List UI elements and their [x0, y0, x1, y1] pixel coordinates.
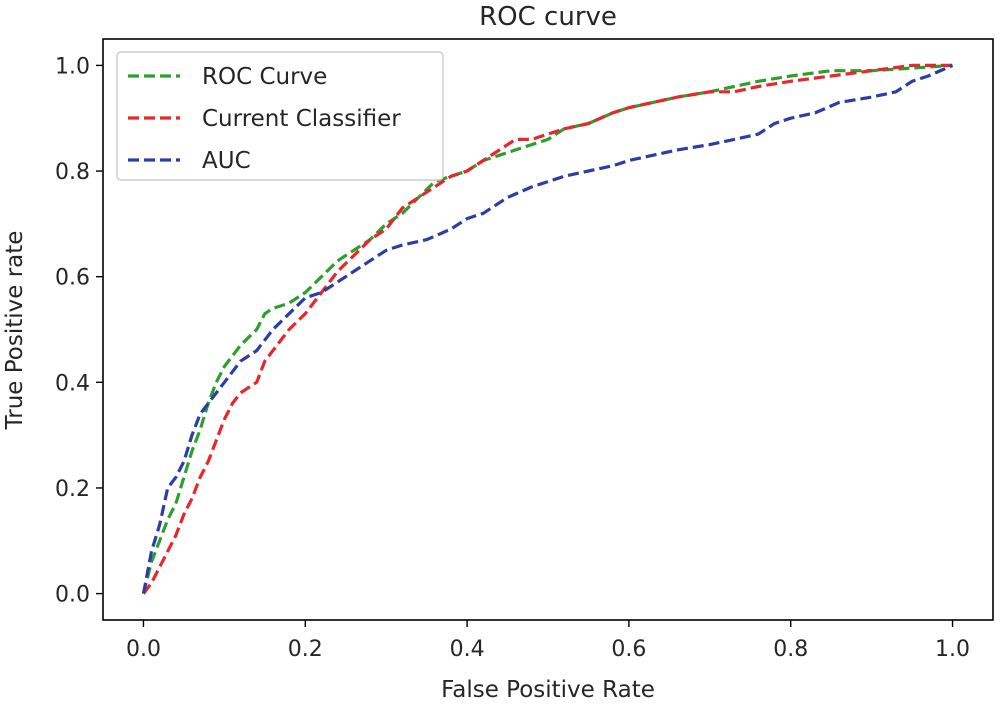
x-axis: 0.0 0.2 0.4 0.6 0.8 1.0	[126, 620, 970, 662]
legend: ROC Curve Current Classifier AUC	[116, 51, 444, 181]
y-tick-label: 1.0	[55, 54, 90, 79]
y-tick-label: 0.0	[55, 583, 90, 608]
y-tick-label: 0.8	[55, 160, 90, 185]
y-tick-label: 0.2	[55, 477, 90, 502]
legend-label: Current Classifier	[202, 106, 401, 132]
y-axis-label: True Positive rate	[2, 231, 28, 431]
y-tick-label: 0.6	[55, 266, 90, 291]
x-tick-label: 0.6	[611, 637, 646, 662]
x-axis-label: False Positive Rate	[441, 677, 655, 702]
x-tick-label: 0.0	[126, 637, 161, 662]
x-tick-label: 0.8	[773, 637, 808, 662]
series-line-current-classifier	[142, 63, 953, 595]
series-lines	[141, 63, 954, 595]
series-line-auc	[141, 63, 954, 594]
legend-box	[116, 51, 444, 181]
x-tick-label: 0.4	[450, 637, 485, 662]
y-tick-label: 0.4	[55, 371, 90, 396]
x-tick-label: 0.2	[288, 637, 323, 662]
legend-label: ROC Curve	[202, 64, 327, 90]
chart-title: ROC curve	[479, 2, 617, 32]
y-axis: 0.0 0.2 0.4 0.6 0.8 1.0	[55, 54, 103, 608]
legend-label: AUC	[202, 148, 251, 174]
x-tick-label: 1.0	[935, 637, 970, 662]
